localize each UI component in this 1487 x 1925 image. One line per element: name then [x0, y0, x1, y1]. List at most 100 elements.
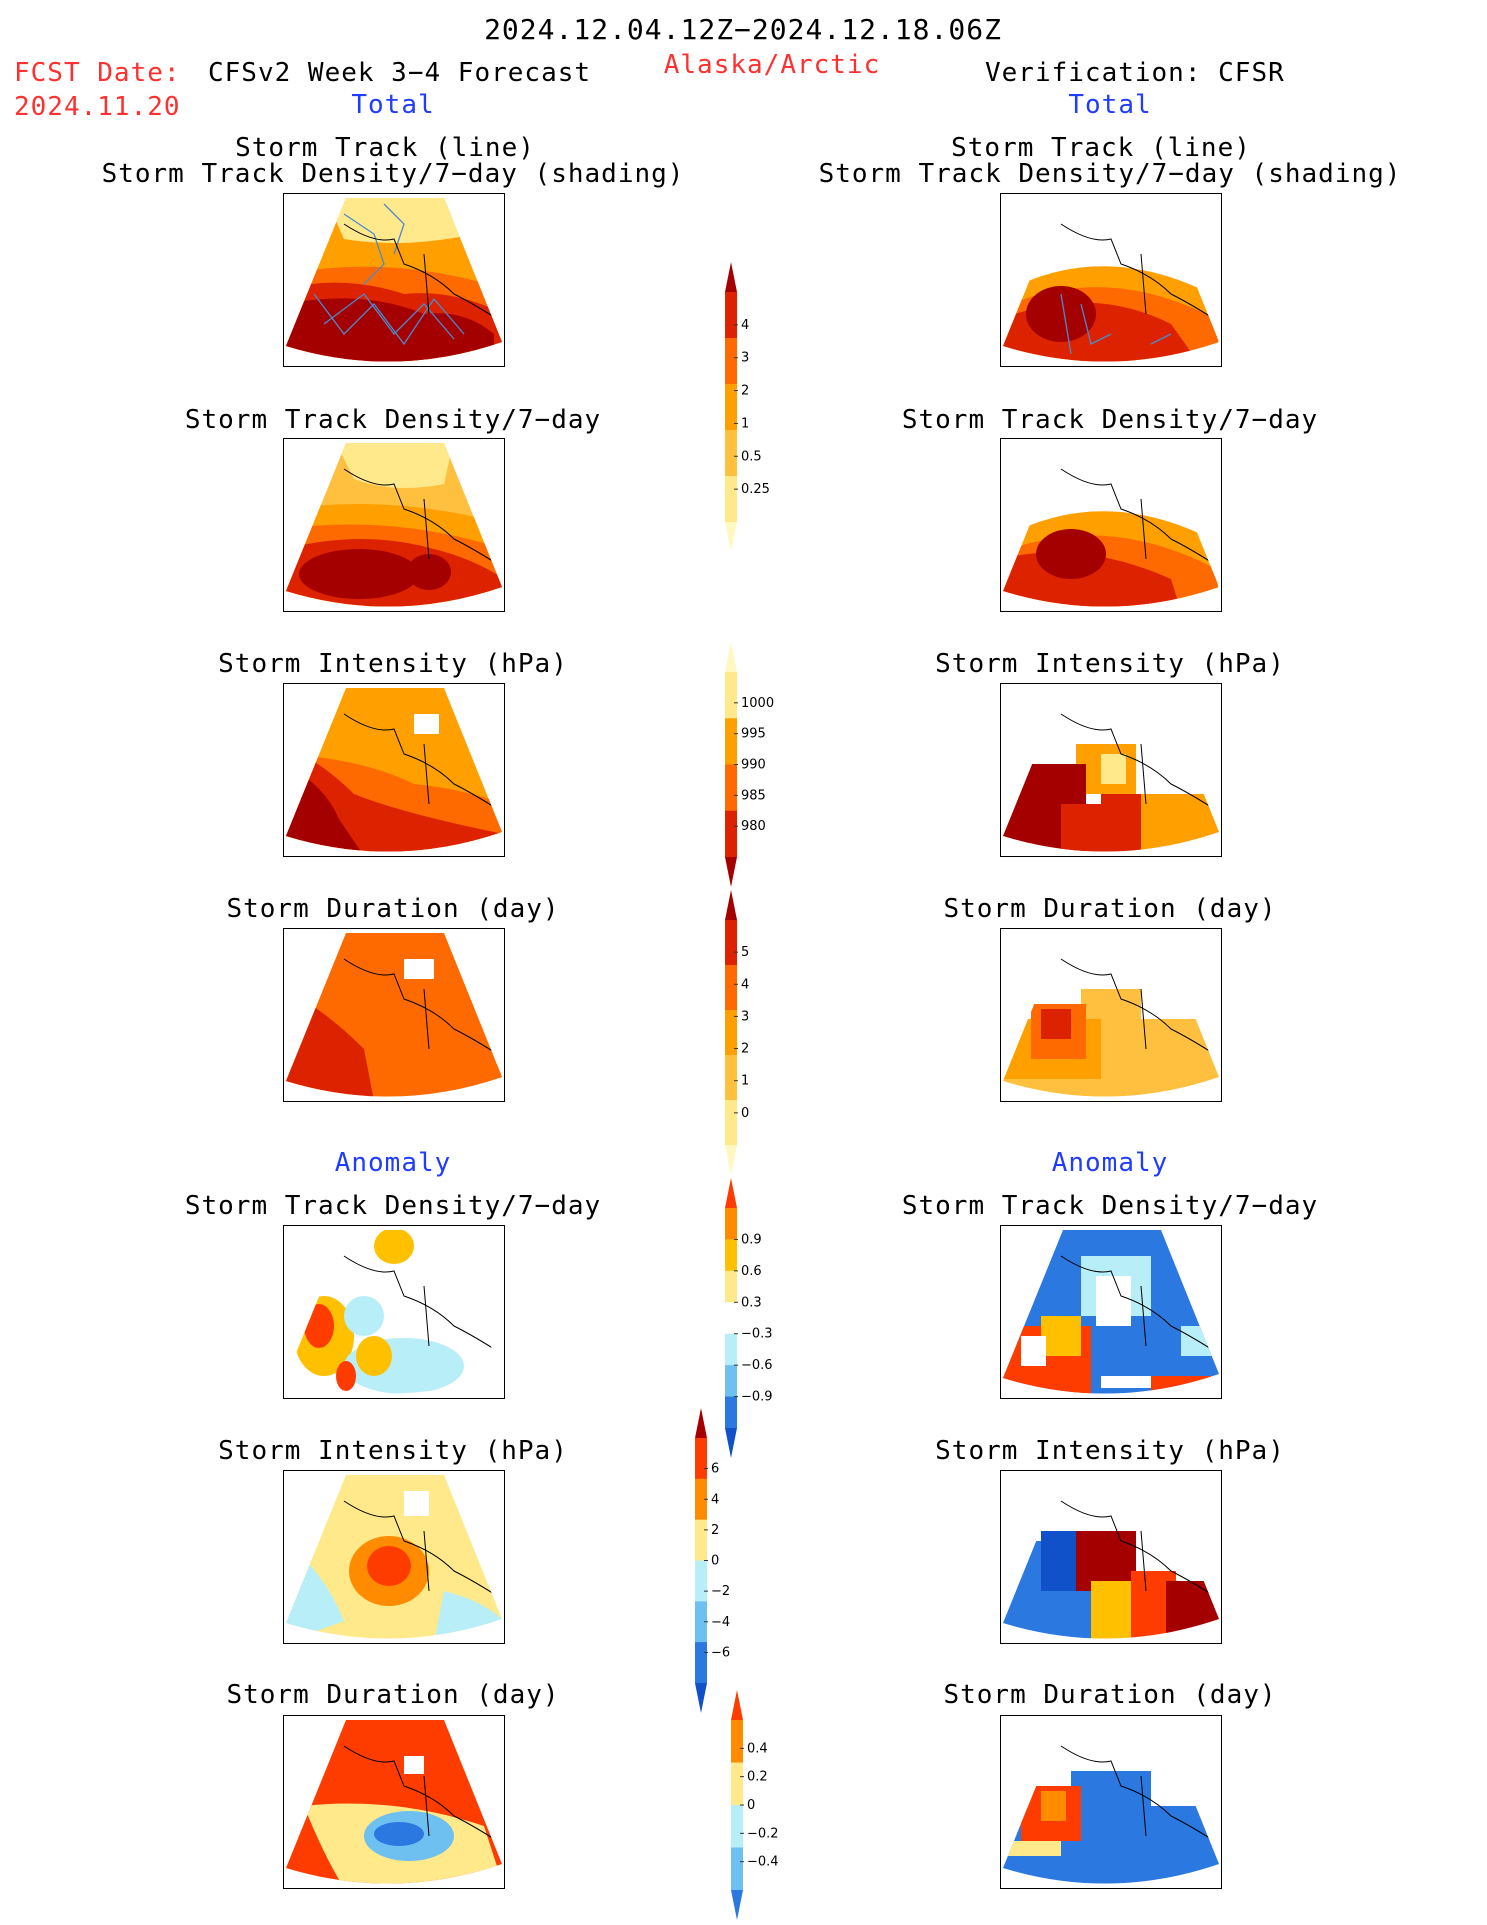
map-density-anomaly-verification [1000, 1225, 1222, 1399]
colorbar-swatch [725, 810, 737, 858]
title-track-density-shading-left: Storm Track Density/7−day (shading) [101, 159, 685, 189]
colorbar-swatch [695, 1642, 707, 1684]
title-duration-right: Storm Duration (day) [943, 894, 1277, 924]
map-track-total-verification [1000, 193, 1222, 367]
colorbar-swatch [731, 1720, 743, 1763]
colorbar-label: 1 [741, 416, 749, 431]
map-intensity-total-verification [1000, 683, 1222, 857]
colorbar-swatch [731, 1690, 743, 1720]
colorbar-label: 0.6 [741, 1264, 762, 1279]
colorbar-label: 0.5 [741, 449, 762, 464]
colorbar-label: 3 [741, 1009, 749, 1024]
model-title: CFSv2 Week 3−4 Forecast [208, 58, 592, 88]
map-track-total-forecast [283, 193, 505, 367]
colorbar-label: −0.6 [741, 1358, 773, 1373]
colorbar-label: 0 [741, 1106, 749, 1121]
colorbar-label: −4 [711, 1615, 730, 1630]
colorbar-label: 4 [741, 318, 749, 333]
title-track-density-shading-right: Storm Track Density/7−day (shading) [818, 159, 1402, 189]
colorbar-swatch [695, 1438, 707, 1480]
colorbar-label: 0.9 [741, 1232, 762, 1247]
colorbar-swatch [725, 642, 737, 672]
colorbar-label: 0 [711, 1554, 719, 1569]
fcst-date-value: 2024.11.20 [14, 92, 181, 122]
colorbar-label: 995 [741, 727, 766, 742]
colorbar-label: 4 [741, 977, 749, 992]
colorbar-label: 990 [741, 758, 766, 773]
map-density-total-forecast [283, 438, 505, 612]
colorbar-swatch [725, 384, 737, 431]
colorbar-swatch [695, 1560, 707, 1602]
colorbar-swatches [725, 890, 737, 1175]
colorbar-label: 4 [711, 1492, 719, 1507]
verification-label: Verification: CFSR [985, 58, 1285, 88]
colorbar-swatch [725, 1302, 737, 1335]
map-intensity-total-forecast [283, 683, 505, 857]
map-density-anomaly-forecast [283, 1225, 505, 1399]
colorbar-swatch [725, 522, 737, 552]
colorbar-intensity-total: 1000 995 990 985 980 [725, 642, 774, 887]
colorbar-duration-total: 5 4 3 2 1 0 [725, 890, 749, 1175]
fcst-date-label: FCST Date: [14, 58, 181, 88]
colorbar-duration-anomaly: 0.4 0.2 0 −0.2 −0.4 [731, 1690, 779, 1920]
colorbar-swatch [725, 857, 737, 887]
colorbar-swatch [725, 338, 737, 385]
title-intensity-left: Storm Intensity (hPa) [218, 649, 568, 679]
colorbar-label: 985 [741, 788, 766, 803]
title-track-line-right: Storm Track (line) [951, 133, 1251, 163]
colorbar-swatch [725, 1055, 737, 1101]
colorbar-label: −0.3 [741, 1327, 773, 1342]
colorbar-swatch [695, 1601, 707, 1643]
colorbar-swatch [725, 672, 737, 719]
colorbar-swatches [725, 1178, 737, 1458]
colorbar-swatch [725, 764, 737, 812]
colorbar-label: −2 [711, 1584, 730, 1599]
anomaly-label-left: Anomaly [334, 1148, 452, 1178]
colorbar-swatch [731, 1847, 743, 1891]
map-duration-anomaly-forecast [283, 1715, 505, 1889]
colorbar-label: 2 [711, 1523, 719, 1538]
colorbar-swatch [695, 1478, 707, 1521]
title-duration-anom-right: Storm Duration (day) [943, 1680, 1277, 1710]
colorbar-swatch [695, 1408, 707, 1438]
colorbar-label: −0.2 [747, 1826, 779, 1841]
colorbar-swatches [731, 1690, 743, 1920]
region-label: Alaska/Arctic [663, 50, 881, 80]
colorbar-label: −0.4 [747, 1855, 779, 1870]
total-label-right: Total [1068, 90, 1152, 120]
colorbar-label: 5 [741, 945, 749, 960]
colorbar-swatch [725, 1270, 737, 1303]
title-duration-anom-left: Storm Duration (day) [226, 1680, 560, 1710]
colorbar-swatch [725, 1100, 737, 1146]
map-density-total-verification [1000, 438, 1222, 612]
colorbar-label: 3 [741, 351, 749, 366]
colorbar-swatch [725, 718, 737, 765]
colorbar-swatch [731, 1762, 743, 1806]
colorbar-label: 0 [747, 1798, 755, 1813]
colorbar-swatch [725, 1145, 737, 1175]
colorbar-density-total: 4 3 2 1 0.5 0.25 [725, 262, 770, 552]
colorbar-label: 1000 [741, 696, 774, 711]
colorbar-swatch [725, 1428, 737, 1458]
colorbar-label: 2 [741, 384, 749, 399]
colorbar-labels: 6 4 2 0 −2 −4 −6 [704, 1462, 730, 1660]
colorbar-swatch [725, 1333, 737, 1366]
colorbar-swatch [725, 430, 737, 477]
colorbar-label: 0.3 [741, 1295, 762, 1310]
colorbar-label: −6 [711, 1645, 730, 1660]
colorbar-swatches [695, 1408, 707, 1713]
title-track-line-left: Storm Track (line) [235, 133, 535, 163]
colorbar-labels: 1000 995 990 985 980 [734, 696, 774, 834]
map-intensity-anomaly-verification [1000, 1470, 1222, 1644]
total-label-left: Total [351, 90, 435, 120]
colorbar-swatch [725, 965, 737, 1011]
colorbar-swatch [725, 1396, 737, 1429]
colorbar-label: 1 [741, 1074, 749, 1089]
colorbar-swatch [725, 1178, 737, 1208]
colorbar-labels: 4 3 2 1 0.5 0.25 [734, 318, 770, 497]
title-density-anom-right: Storm Track Density/7−day [901, 1191, 1319, 1221]
title-intensity-right: Storm Intensity (hPa) [935, 649, 1285, 679]
anomaly-label-right: Anomaly [1051, 1148, 1169, 1178]
map-duration-anomaly-verification [1000, 1715, 1222, 1889]
colorbar-swatch [725, 262, 737, 292]
